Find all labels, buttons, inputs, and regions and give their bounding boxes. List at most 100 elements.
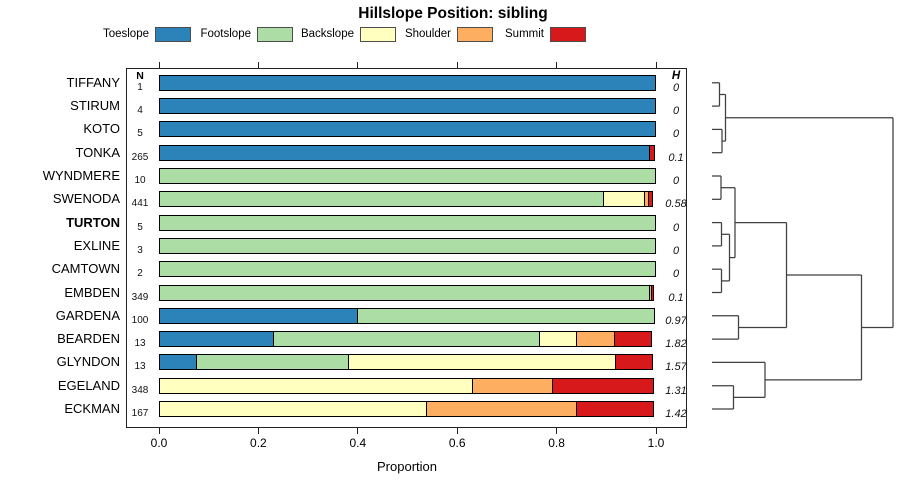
bar-segment: [159, 331, 274, 348]
bar-segment: [159, 284, 651, 301]
row-label: STIRUM: [70, 98, 120, 114]
legend-swatch: [550, 27, 586, 42]
row-label: EMBDEN: [64, 284, 120, 300]
row-n-value: 5: [137, 128, 143, 140]
row-label: TONKA: [75, 144, 120, 160]
row-n-value: 4: [137, 105, 143, 117]
bar-segment: [159, 401, 427, 417]
legend-label: Backslope: [300, 28, 354, 40]
row-label: ECKMAN: [64, 401, 120, 416]
row-h-value: 0.58: [665, 198, 687, 211]
legend-swatch: [360, 27, 396, 42]
x-axis-label: Proportion: [377, 459, 437, 474]
row-n-value: 10: [134, 175, 146, 186]
bar-segment: [196, 354, 350, 371]
row-h-value: 0: [672, 175, 680, 187]
bar: [159, 121, 656, 138]
bar-segment: [159, 377, 474, 394]
row-label: TURTON: [66, 214, 120, 230]
legend-swatch: [155, 27, 191, 42]
x-tick-bottom: [357, 428, 359, 434]
bar-segment: [159, 168, 656, 184]
bar-segment: [539, 331, 578, 348]
row-h-value: 0: [672, 244, 680, 257]
x-tick-top: [257, 62, 259, 68]
row-n-value: 3: [137, 244, 143, 256]
bar-segment: [647, 191, 653, 208]
row-label: TIFFANY: [66, 74, 120, 90]
h-column-header: H: [671, 70, 681, 82]
bar: [159, 168, 656, 184]
row-label: SWENODA: [52, 191, 120, 207]
x-tick-label: 0.0: [150, 436, 168, 450]
bar-segment: [603, 191, 646, 208]
bar: [159, 401, 656, 417]
x-tick-top: [456, 62, 458, 68]
row-h-value: 1.31: [665, 384, 687, 397]
x-tick-top: [357, 62, 359, 68]
chart-title: Hillslope Position: sibling: [358, 5, 548, 22]
x-tick-top: [655, 62, 657, 68]
row-h-value: 0.97: [665, 314, 687, 327]
bar-segment: [159, 98, 656, 115]
bar: [159, 237, 656, 254]
bar: [159, 284, 656, 301]
row-n-value: 13: [134, 361, 146, 373]
row-label: GARDENA: [55, 307, 120, 323]
row-label: EXLINE: [73, 237, 120, 253]
row-n-value: 348: [131, 384, 149, 396]
row-h-value: 0: [672, 105, 680, 118]
bar-segment: [159, 261, 656, 278]
x-tick-label: 0.4: [349, 436, 367, 450]
x-tick-bottom: [158, 428, 160, 434]
x-tick-bottom: [556, 428, 558, 434]
bar-segment: [576, 331, 615, 348]
x-tick-bottom: [655, 428, 657, 434]
bar-segment: [576, 401, 654, 417]
x-tick-bottom: [257, 428, 259, 434]
x-tick-label: 0.2: [250, 436, 267, 450]
bar-segment: [272, 331, 541, 348]
bar: [159, 191, 656, 208]
bar-segment: [356, 307, 655, 324]
bar-segment: [425, 401, 578, 417]
bar-segment: [614, 354, 653, 371]
row-h-value: 0: [672, 128, 680, 141]
row-n-value: 1: [137, 81, 143, 93]
bar-segment: [159, 307, 358, 324]
row-h-value: 0.1: [668, 151, 684, 164]
bar: [159, 331, 656, 348]
bar-segment: [159, 354, 198, 371]
legend-swatch: [257, 27, 293, 42]
plot-area: [126, 68, 687, 428]
bar: [159, 98, 656, 115]
bar-segment: [159, 144, 651, 161]
legend-label: Toeslope: [102, 28, 149, 40]
row-label: GLYNDON: [56, 354, 120, 370]
bar-segment: [159, 74, 656, 91]
bar: [159, 354, 656, 371]
row-label: WYNDMERE: [42, 168, 120, 183]
row-n-value: 100: [131, 314, 149, 326]
bar-segment: [159, 237, 656, 254]
bar-segment: [159, 214, 656, 231]
row-label: BEARDEN: [57, 331, 120, 347]
x-tick-top: [158, 62, 160, 68]
bar: [159, 74, 656, 91]
row-h-value: 1.42: [665, 408, 687, 420]
bar: [159, 214, 656, 231]
row-n-value: 265: [131, 151, 149, 163]
row-n-value: 441: [131, 198, 149, 210]
row-h-value: 0.1: [668, 291, 684, 304]
bar-segment: [159, 191, 605, 208]
row-n-value: 13: [134, 338, 146, 350]
row-h-value: 1.57: [665, 361, 687, 374]
row-n-value: 167: [131, 408, 149, 419]
bar-segment: [552, 377, 654, 394]
bar: [159, 307, 656, 324]
row-h-value: 0: [672, 268, 680, 281]
x-tick-label: 1.0: [647, 436, 665, 450]
bar: [159, 144, 656, 161]
row-h-value: 1.82: [665, 338, 687, 351]
